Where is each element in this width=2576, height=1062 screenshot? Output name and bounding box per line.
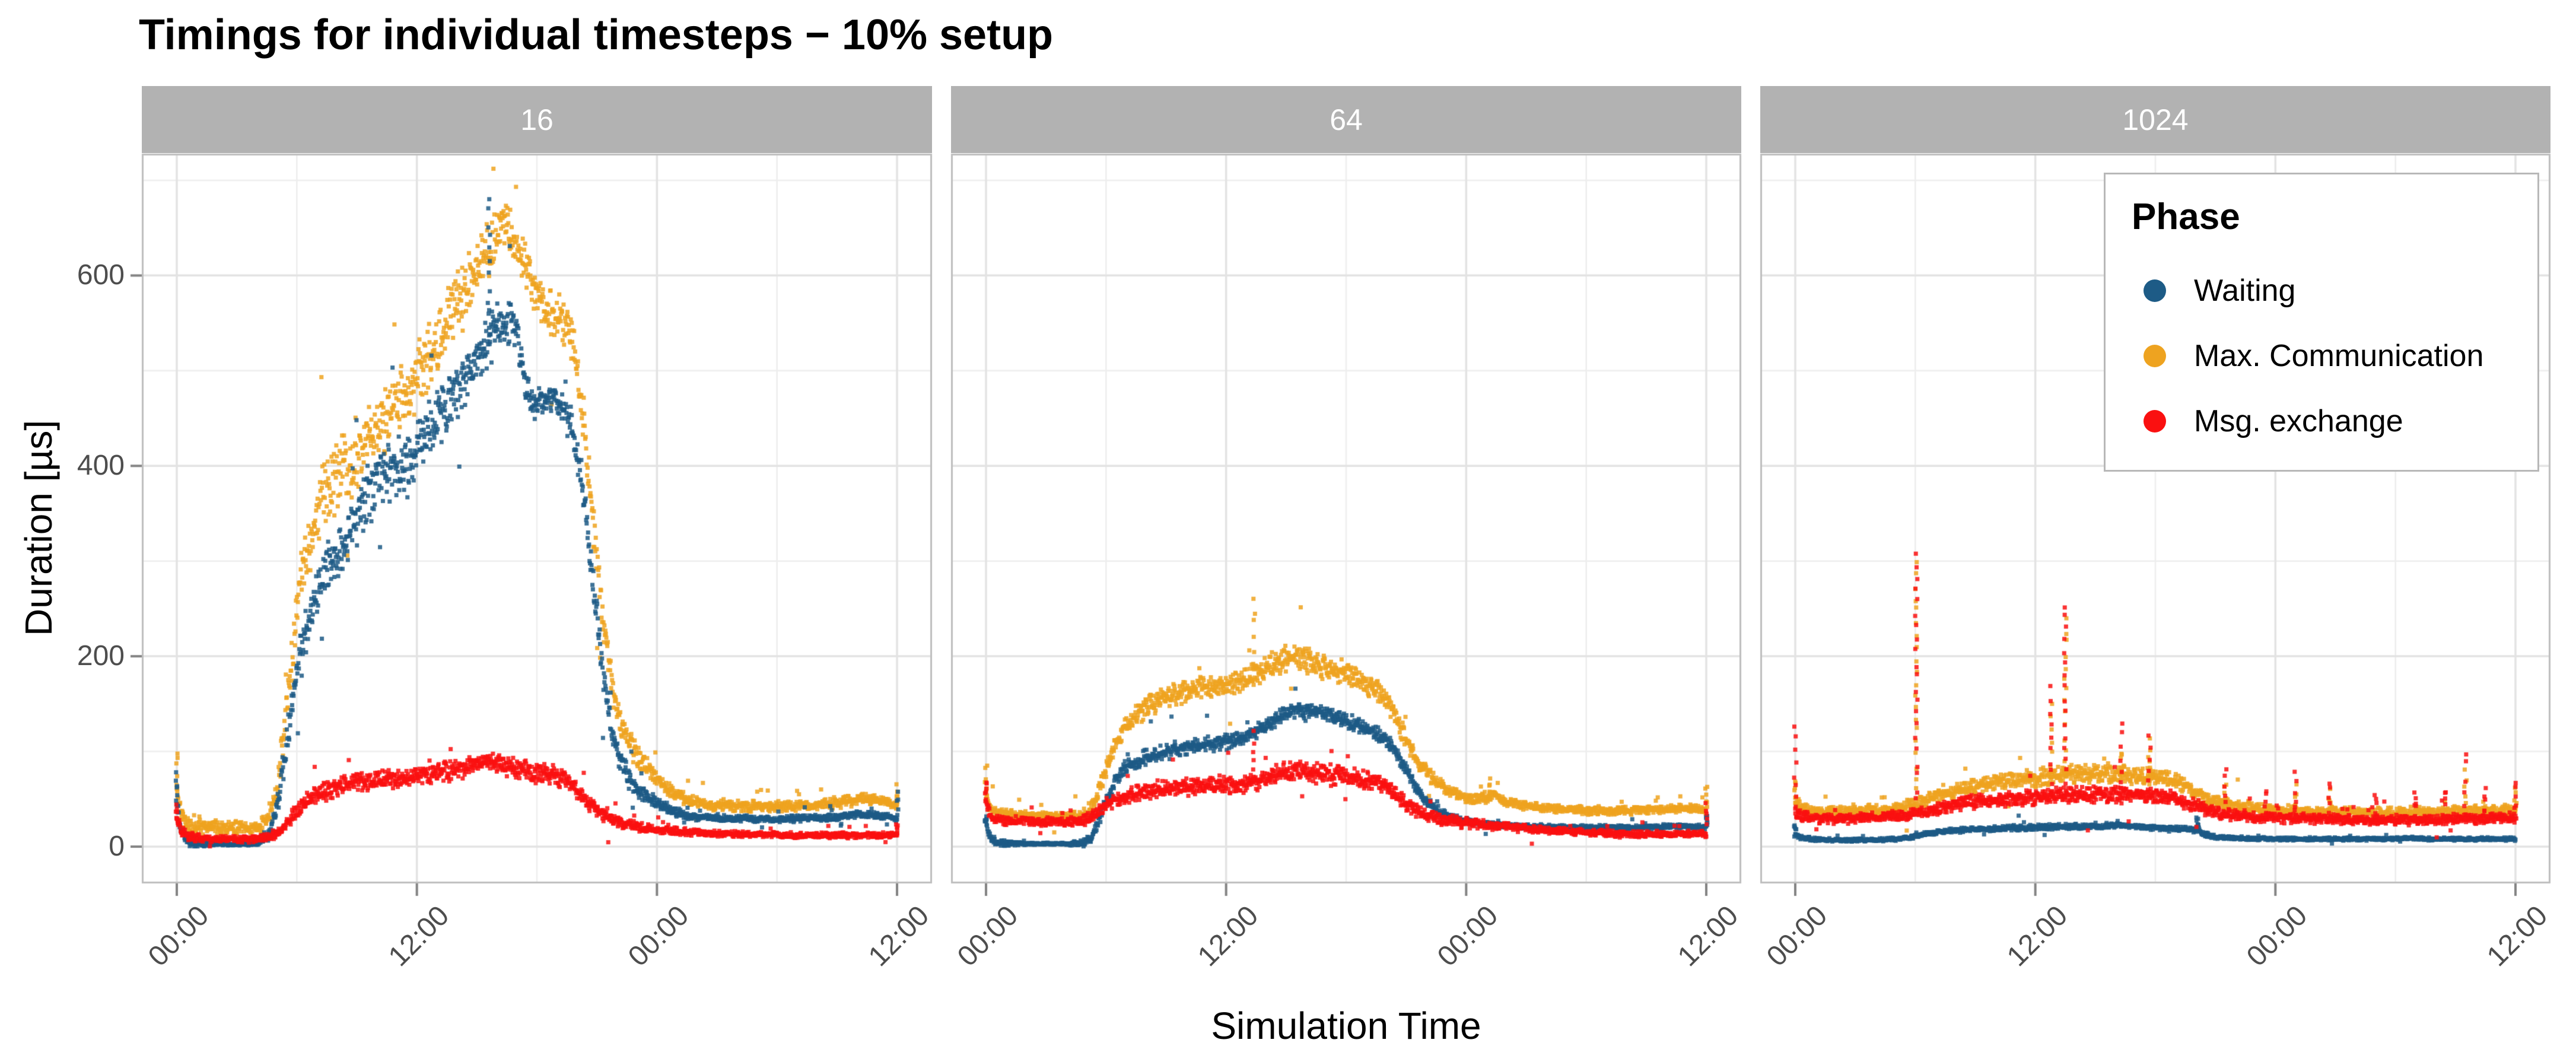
facet-strip-1024: 1024 xyxy=(1760,86,2550,153)
plot-title: Timings for individual timesteps − 10% s… xyxy=(139,11,1054,59)
legend: Phase Waiting Max. Communication Msg. ex… xyxy=(2104,173,2539,472)
y-tick-label: 400 xyxy=(77,450,125,482)
max-communication-dot-icon xyxy=(2144,345,2166,367)
legend-item-waiting: Waiting xyxy=(2106,273,2537,309)
facet-strip-16: 16 xyxy=(142,86,932,153)
y-tick-label: 600 xyxy=(77,259,125,291)
y-axis-title: Duration [µs] xyxy=(17,419,60,636)
y-tick-label: 0 xyxy=(109,831,125,862)
msg-exchange-dot-icon xyxy=(2144,410,2166,433)
legend-item-msg-exchange: Msg. exchange xyxy=(2106,403,2537,439)
legend-item-max-communication: Max. Communication xyxy=(2106,338,2537,374)
legend-label: Msg. exchange xyxy=(2194,404,2403,438)
x-axis-title: Simulation Time xyxy=(1211,1004,1481,1047)
legend-label: Waiting xyxy=(2194,274,2296,308)
facet-strip-64: 64 xyxy=(951,86,1741,153)
legend-title: Phase xyxy=(2132,196,2240,237)
legend-label: Max. Communication xyxy=(2194,339,2484,373)
waiting-dot-icon xyxy=(2144,279,2166,302)
y-tick-label: 200 xyxy=(77,640,125,672)
